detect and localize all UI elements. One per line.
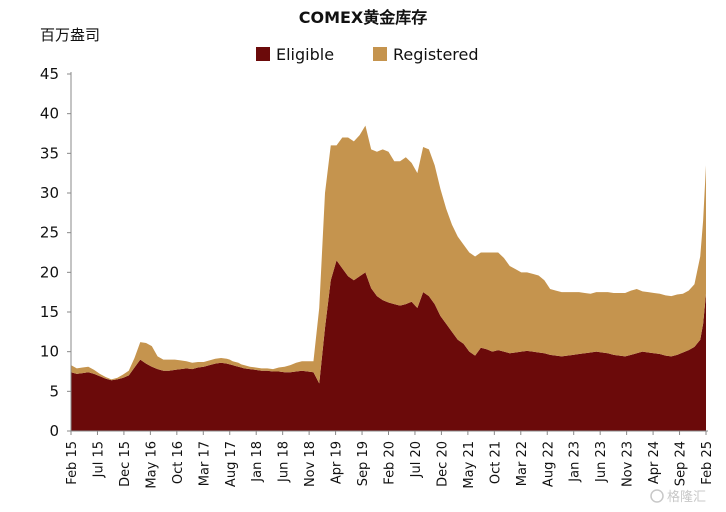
- watermark-text: 格隆汇: [667, 489, 706, 505]
- x-tick-label: Mar 22: [515, 441, 530, 486]
- x-tick-label: Jun 23: [594, 441, 609, 483]
- y-tick-label: 30: [40, 184, 59, 202]
- watermark: 格隆汇: [650, 489, 706, 505]
- x-tick-label: Dec 20: [435, 441, 450, 487]
- y-tick-label: 45: [40, 65, 59, 83]
- x-tick-label: Feb 20: [383, 441, 398, 485]
- plot-areas: [71, 125, 706, 431]
- x-tick-label: Sep 24: [674, 441, 689, 486]
- x-tick-label: Mar 17: [197, 441, 212, 486]
- y-tick-label: 35: [40, 144, 59, 162]
- x-tick-label: Aug 22: [541, 441, 556, 487]
- x-tick-label: May 21: [462, 441, 477, 489]
- x-tick-label: Aug 17: [224, 441, 239, 487]
- x-tick-label: Feb 15: [65, 441, 80, 485]
- legend-label-eligible: Eligible: [276, 45, 334, 64]
- y-tick-label: 40: [40, 105, 59, 123]
- y-tick-label: 20: [40, 263, 59, 281]
- area-series-registered: [71, 125, 706, 384]
- x-axis: Feb 15 Jul 15 Dec 15 May 16 Oct 16 Mar 17 Aug …: [65, 430, 715, 489]
- x-tick-label: May 16: [144, 441, 159, 489]
- x-tick-label: Apr 24: [647, 441, 662, 484]
- gelonghui-logo-icon: [650, 489, 664, 503]
- x-tick-label: Sep 19: [356, 441, 371, 486]
- x-tick-label: Dec 15: [118, 441, 133, 487]
- x-tick-label: Oct 16: [171, 441, 186, 484]
- x-tick-label: Feb 25: [700, 441, 715, 485]
- legend: Eligible Registered: [256, 45, 479, 64]
- y-tick-label: 15: [40, 303, 59, 321]
- x-tick-label: Jan 23: [568, 441, 583, 483]
- chart-title: COMEX黄金库存: [299, 8, 428, 27]
- legend-label-registered: Registered: [393, 45, 479, 64]
- legend-swatch-eligible: [256, 47, 270, 61]
- area-series-eligible: [71, 260, 706, 431]
- y-axis: 0 5 10 15 20 25 30 35 40 45: [40, 65, 72, 440]
- y-tick-label: 10: [40, 343, 59, 361]
- x-tick-label: Oct 21: [488, 441, 503, 484]
- y-tick-label: 5: [49, 382, 59, 400]
- y-axis-unit-label: 百万盎司: [40, 26, 100, 44]
- y-tick-label: 25: [40, 224, 59, 242]
- x-tick-label: Nov 18: [303, 441, 318, 487]
- y-tick-label: 0: [49, 422, 59, 440]
- x-tick-label: Jul 15: [91, 441, 106, 478]
- x-tick-label: Apr 19: [330, 441, 345, 484]
- legend-swatch-registered: [373, 47, 387, 61]
- x-tick-label: Jun 18: [277, 441, 292, 483]
- x-tick-label: Jul 20: [409, 441, 424, 478]
- x-tick-label: Nov 23: [621, 441, 636, 487]
- x-tick-label: Jan 18: [250, 441, 265, 483]
